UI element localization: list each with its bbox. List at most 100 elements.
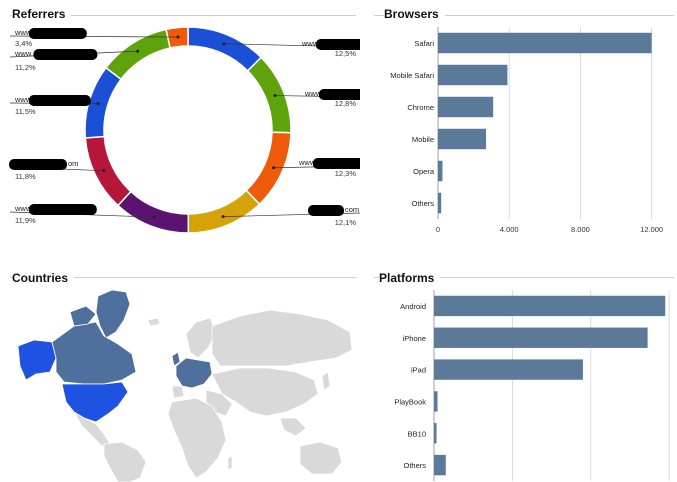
bar-iphone (434, 327, 648, 348)
referrer-label-prefix: www. (14, 49, 33, 58)
referrer-label-prefix: www (298, 158, 316, 167)
referrer-value-label: 11,5% (15, 107, 36, 116)
referrers-donut-chart: www 12,5% www 12,8% www 12,3% com 12,1% www 11,9%… (9, 26, 360, 234)
leader-dot-9 (176, 35, 180, 39)
redacted-domain (33, 49, 98, 60)
platforms-panel: Platforms Android iPhone iPad PlayBook BB10 O… (362, 262, 677, 482)
referrer-label-1: www 12,5% (301, 39, 360, 58)
donut-slice-2 (246, 56, 292, 134)
referrer-label-suffix: com (345, 205, 359, 214)
countries-title-rule (10, 277, 356, 278)
referrer-label-7: www 11,5% (14, 95, 91, 116)
map-region-scandinavia (185, 317, 217, 359)
referrer-value-label: 11,9% (15, 216, 36, 225)
map-region-japan (321, 371, 331, 391)
category-label: iPad (411, 366, 426, 375)
x-tick-label: 4.000 (500, 225, 519, 234)
leader-dot-3 (272, 166, 276, 170)
map-region-alaska (17, 339, 57, 381)
bar-playbook (434, 391, 438, 412)
category-label: BB10 (408, 429, 426, 438)
referrers-panel: Referrers www 12,5% www 12,8% www 12,3% com 12,… (0, 0, 360, 262)
map-region-south-america (103, 441, 147, 482)
x-tick-label: 0 (436, 225, 440, 234)
platforms-title-rule (374, 277, 674, 278)
map-region-uk (171, 351, 181, 367)
bar-others (438, 192, 442, 214)
map-region-greenland (95, 289, 131, 339)
leader-dot-1 (222, 42, 226, 46)
redacted-domain (312, 158, 360, 169)
referrer-label-2: www 12,8% (304, 89, 360, 108)
category-label: Safari (414, 39, 434, 48)
category-label: Mobile Safari (390, 71, 434, 80)
platforms-bar-chart: Android iPhone iPad PlayBook BB10 Others (394, 290, 670, 481)
redacted-domain (318, 89, 360, 100)
leader-dot-5 (152, 215, 156, 219)
redacted-domain (28, 204, 97, 215)
map-region-canada (51, 321, 137, 385)
referrer-value-label: 12,3% (335, 169, 357, 178)
referrer-value-label: 3,4% (15, 39, 32, 48)
redacted-domain (9, 159, 67, 170)
category-label: Android (400, 302, 426, 311)
browsers-panel: Browsers 0 4.000 8.000 12.000 Safari Mobile S… (362, 0, 677, 262)
bar-mobile-safari (438, 64, 508, 86)
redacted-domain (28, 95, 91, 106)
map-region-asia (211, 367, 319, 417)
leader-dot-6 (102, 169, 106, 173)
referrer-label-prefix: www (301, 39, 319, 48)
category-label: Opera (413, 167, 435, 176)
referrer-value-label: 11,2% (15, 63, 36, 72)
referrer-label-3: www 12,3% (298, 158, 360, 178)
referrer-value-label: 11,8% (15, 172, 36, 181)
category-label: Mobile (412, 135, 434, 144)
map-region-africa (167, 397, 227, 479)
referrer-label-4: com 12,1% (308, 205, 359, 227)
countries-panel: Countries (0, 262, 362, 482)
map-region-usa (61, 381, 129, 423)
donut-slice-4 (187, 189, 261, 234)
leader-dot-7 (96, 102, 100, 106)
browsers-title-rule (374, 15, 674, 16)
referrer-label-prefix: www (14, 95, 32, 104)
bar-opera (438, 160, 443, 182)
donut-slice-3 (245, 131, 292, 206)
bar-bb10 (434, 423, 437, 444)
referrer-value-label: 12,1% (335, 218, 357, 227)
platforms-title: Platforms (379, 271, 441, 285)
redacted-domain (315, 39, 360, 50)
referrer-label-6: om 11,8% (9, 159, 78, 181)
world-map (17, 289, 353, 482)
leader-dot-2 (273, 94, 277, 98)
x-tick-label: 8.000 (571, 225, 590, 234)
bar-safari (438, 32, 652, 54)
donut-slice-1 (187, 26, 263, 72)
leader-dot-4 (221, 215, 225, 219)
bar-others (434, 454, 446, 476)
browsers-bar-chart: 0 4.000 8.000 12.000 Safari Mobile Safari Chro… (390, 27, 663, 234)
donut-slice-5 (116, 190, 190, 234)
category-label: iPhone (403, 334, 426, 343)
map-region-arctic-islands (69, 305, 97, 327)
map-region-southeast-asia (279, 417, 307, 437)
donut-slice-6 (84, 135, 132, 207)
x-tick-label: 12.000 (640, 225, 663, 234)
bar-ipad (434, 359, 583, 380)
leader-dot-8 (136, 49, 140, 53)
map-region-russia (211, 309, 353, 367)
referrers-title-rule (10, 15, 356, 16)
referrer-label-prefix: www (14, 28, 32, 37)
bar-android (434, 295, 666, 317)
bar-chrome (438, 96, 494, 118)
referrer-label-prefix: www (14, 204, 32, 213)
browsers-title: Browsers (384, 7, 445, 21)
bar-mobile (438, 128, 487, 150)
countries-title: Countries (12, 271, 75, 285)
map-region-iceland (147, 317, 161, 327)
referrer-label-9: www 3,4% (14, 28, 87, 48)
referrer-value-label: 12,8% (335, 99, 357, 108)
redacted-domain (308, 205, 344, 216)
category-label: Others (403, 461, 426, 470)
category-label: PlayBook (394, 397, 426, 406)
